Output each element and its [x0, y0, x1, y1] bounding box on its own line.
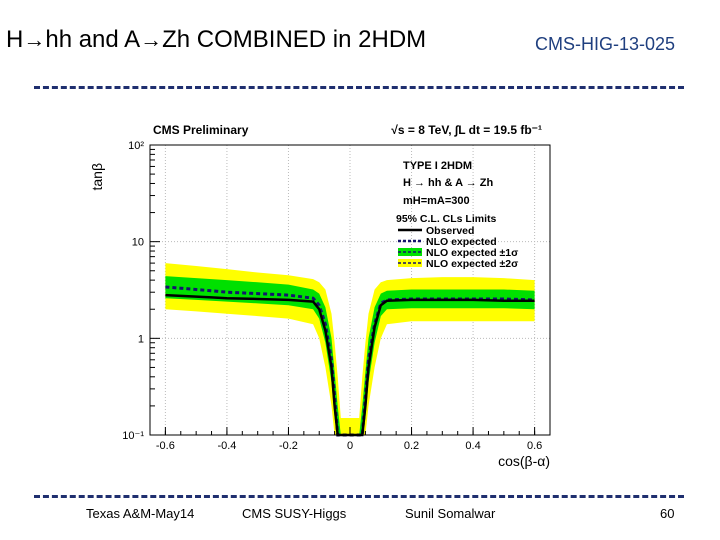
- legend-entry-expected: NLO expected: [426, 236, 497, 248]
- legend: 95% C.L. CLs Limits Observed NLO expecte…: [396, 213, 518, 270]
- bottom-divider: [34, 495, 684, 498]
- model-info: TYPE I 2HDM H → hh & A → Zh mH=mA=300: [403, 160, 494, 207]
- top-divider: [34, 86, 684, 89]
- model-line: TYPE I 2HDM: [403, 160, 472, 172]
- x-tick-label: 0.2: [404, 440, 419, 452]
- y-ticks: 10⁻¹ 1 10 10²: [122, 140, 160, 442]
- right-arrow-icon: →: [23, 27, 46, 52]
- right-arrow-icon: →: [140, 27, 163, 52]
- x-tick-label: 0: [347, 440, 353, 452]
- x-tick-label: 0.4: [465, 440, 480, 452]
- y-tick-label: 10⁻¹: [122, 430, 144, 442]
- chart-header-left: CMS Preliminary: [153, 123, 249, 137]
- footer-author: Sunil Somalwar: [405, 506, 496, 521]
- x-tick-label: -0.4: [217, 440, 236, 452]
- y-axis-label: tanβ: [89, 163, 105, 191]
- band-1sigma: [165, 276, 535, 435]
- legend-entry-1sigma: NLO expected ±1σ: [426, 247, 518, 259]
- x-tick-label: -0.6: [156, 440, 175, 452]
- legend-title: 95% C.L. CLs Limits: [396, 213, 497, 225]
- x-axis-label: cos(β-α): [498, 453, 550, 469]
- slide-title-part-hh: hh and A: [45, 26, 141, 53]
- legend-entry-observed: Observed: [426, 225, 474, 237]
- slide-title-part-zh: Zh COMBINED in 2HDM: [162, 26, 427, 53]
- x-tick-label: 0.6: [527, 440, 542, 452]
- y-tick-label: 1: [138, 333, 144, 345]
- y-tick-label: 10: [132, 237, 144, 249]
- analysis-reference: CMS-HIG-13-025: [535, 34, 676, 54]
- slide-title: H→hh and A→Zh COMBINED in 2HDM: [6, 26, 426, 54]
- y-tick-label: 10²: [128, 140, 144, 152]
- legend-entry-2sigma: NLO expected ±2σ: [426, 258, 518, 270]
- plot-bands: [165, 263, 535, 435]
- slide-title-part-h: H: [6, 26, 24, 53]
- chart-header-right: √s = 8 TeV, ∫L dt = 19.5 fb⁻¹: [391, 123, 542, 137]
- footer-page-number: 60: [660, 506, 675, 521]
- x-tick-label: -0.2: [279, 440, 298, 452]
- x-ticks: -0.6 -0.4 -0.2 0 0.2 0.4 0.6: [156, 427, 542, 452]
- exclusion-plot: -0.6 -0.4 -0.2 0 0.2 0.4 0.6 10⁻¹ 1 10 10² CMS Pr…: [80, 108, 560, 473]
- footer-topic: CMS SUSY-Higgs: [242, 506, 347, 521]
- model-line: H → hh & A → Zh: [403, 177, 494, 189]
- model-line: mH=mA=300: [403, 195, 470, 207]
- footer-event: Texas A&M-May14: [86, 506, 195, 521]
